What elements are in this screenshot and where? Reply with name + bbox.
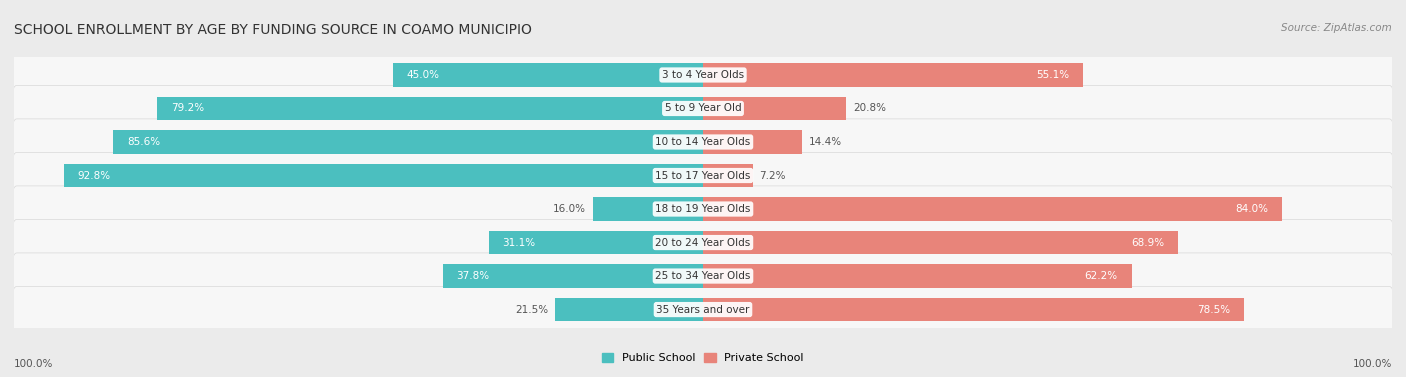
Text: 21.5%: 21.5%	[515, 305, 548, 314]
Bar	[114, 130, 703, 154]
Text: 45.0%: 45.0%	[406, 70, 440, 80]
Text: 100.0%: 100.0%	[14, 359, 53, 369]
Text: 20.8%: 20.8%	[853, 104, 886, 113]
Text: 84.0%: 84.0%	[1234, 204, 1268, 214]
Text: 35 Years and over: 35 Years and over	[657, 305, 749, 314]
Text: 100.0%: 100.0%	[1353, 359, 1392, 369]
Bar	[555, 298, 703, 321]
Text: 5 to 9 Year Old: 5 to 9 Year Old	[665, 104, 741, 113]
Text: 68.9%: 68.9%	[1130, 238, 1164, 248]
Bar	[703, 130, 803, 154]
Text: 10 to 14 Year Olds: 10 to 14 Year Olds	[655, 137, 751, 147]
Text: 14.4%: 14.4%	[808, 137, 842, 147]
Text: 79.2%: 79.2%	[172, 104, 204, 113]
Bar	[489, 231, 703, 254]
Text: 85.6%: 85.6%	[127, 137, 160, 147]
Bar	[157, 97, 703, 120]
Text: 78.5%: 78.5%	[1197, 305, 1230, 314]
Bar	[703, 298, 1244, 321]
Text: 7.2%: 7.2%	[759, 170, 786, 181]
FancyBboxPatch shape	[13, 152, 1393, 199]
Text: 16.0%: 16.0%	[553, 204, 586, 214]
Bar	[703, 264, 1132, 288]
FancyBboxPatch shape	[13, 186, 1393, 232]
FancyBboxPatch shape	[13, 219, 1393, 266]
Text: 55.1%: 55.1%	[1036, 70, 1069, 80]
Bar	[703, 231, 1178, 254]
Bar	[63, 164, 703, 187]
Text: 18 to 19 Year Olds: 18 to 19 Year Olds	[655, 204, 751, 214]
Text: 62.2%: 62.2%	[1084, 271, 1118, 281]
Text: 92.8%: 92.8%	[77, 170, 111, 181]
Bar	[443, 264, 703, 288]
Text: 25 to 34 Year Olds: 25 to 34 Year Olds	[655, 271, 751, 281]
FancyBboxPatch shape	[13, 253, 1393, 299]
Text: 3 to 4 Year Olds: 3 to 4 Year Olds	[662, 70, 744, 80]
FancyBboxPatch shape	[13, 85, 1393, 132]
Bar	[703, 97, 846, 120]
Text: 20 to 24 Year Olds: 20 to 24 Year Olds	[655, 238, 751, 248]
Bar	[703, 63, 1083, 87]
FancyBboxPatch shape	[13, 287, 1393, 333]
Bar	[593, 197, 703, 221]
Text: Source: ZipAtlas.com: Source: ZipAtlas.com	[1281, 23, 1392, 33]
Text: 37.8%: 37.8%	[457, 271, 489, 281]
Bar	[394, 63, 703, 87]
FancyBboxPatch shape	[13, 119, 1393, 165]
Bar	[703, 164, 752, 187]
Legend: Public School, Private School: Public School, Private School	[598, 349, 808, 368]
Text: 15 to 17 Year Olds: 15 to 17 Year Olds	[655, 170, 751, 181]
Text: 31.1%: 31.1%	[502, 238, 536, 248]
Bar	[703, 197, 1282, 221]
FancyBboxPatch shape	[13, 52, 1393, 98]
Text: SCHOOL ENROLLMENT BY AGE BY FUNDING SOURCE IN COAMO MUNICIPIO: SCHOOL ENROLLMENT BY AGE BY FUNDING SOUR…	[14, 23, 531, 37]
